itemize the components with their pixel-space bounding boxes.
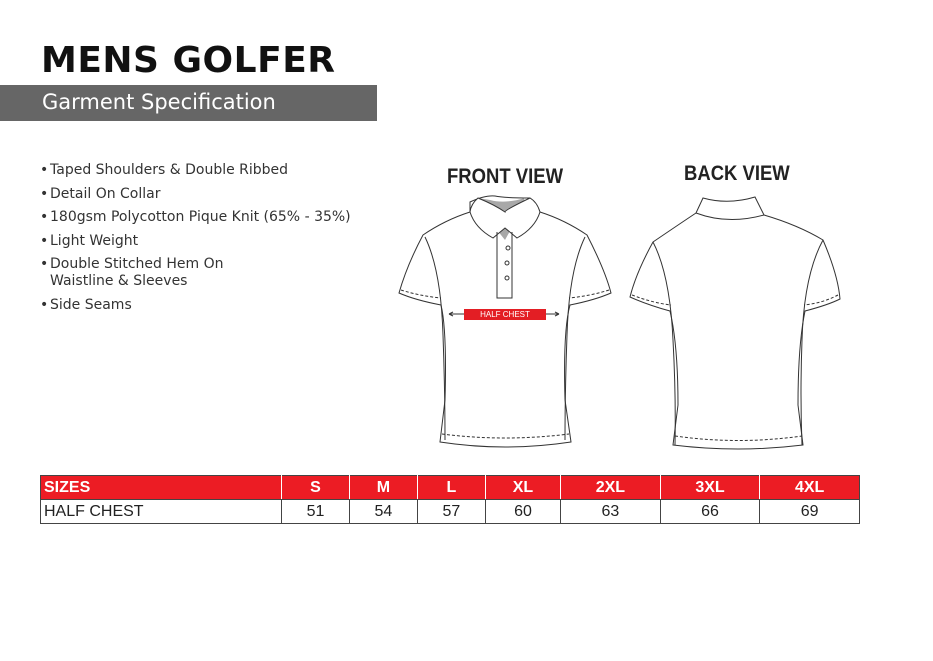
bullet: •	[40, 209, 49, 225]
half-chest-value-cell: 69	[759, 499, 860, 524]
feature-item: • Taped Shoulders & Double Ribbed	[40, 162, 351, 179]
size-header-cell: L	[416, 475, 486, 500]
page-title: MENS GOLFER	[41, 40, 336, 81]
feature-item: • Light Weight	[40, 233, 351, 250]
feature-list: • Taped Shoulders & Double Ribbed • Detail …	[40, 162, 351, 320]
half-chest-row: HALF CHEST 51 54 57 60 63 66 69	[40, 499, 860, 524]
size-header-row: SIZES S M L XL 2XL 3XL 4XL	[40, 475, 860, 500]
size-header-cell: S	[281, 475, 350, 500]
feature-item: • Double Stitched Hem On Waistline & Slee…	[40, 256, 351, 290]
back-shirt-illustration	[629, 196, 841, 450]
feature-text: Double Stitched Hem On Waistline & Sleev…	[50, 256, 224, 289]
front-view-label: FRONT VIEW	[447, 165, 564, 188]
half-chest-value-cell: 60	[484, 499, 562, 524]
subtitle-bar	[0, 85, 377, 121]
sizes-header-cell: SIZES	[40, 475, 282, 500]
half-chest-value-cell: 63	[560, 499, 661, 524]
back-view-label: BACK VIEW	[684, 162, 790, 185]
front-shirt-illustration	[398, 195, 612, 448]
page-subtitle: Garment Specification	[42, 90, 276, 114]
size-chart-table: SIZES S M L XL 2XL 3XL 4XL HALF CHEST 51 54 57 60…	[40, 475, 860, 524]
half-chest-value-cell: 57	[416, 499, 486, 524]
half-chest-value-cell: 51	[281, 499, 350, 524]
feature-text: Light Weight	[50, 232, 139, 249]
bullet: •	[40, 232, 49, 249]
bullet: •	[40, 162, 49, 178]
feature-item: • Side Seams	[40, 297, 351, 314]
bullet: •	[40, 185, 49, 202]
half-chest-value-cell: 66	[659, 499, 761, 524]
feature-text: 180gsm Polycotton Pique Knit (65% - 35%)	[50, 209, 351, 225]
size-header-cell: 2XL	[560, 475, 661, 500]
size-header-cell: M	[348, 475, 418, 500]
size-header-cell: 3XL	[659, 475, 761, 500]
size-header-cell: XL	[484, 475, 562, 500]
feature-text: Detail On Collar	[50, 185, 161, 202]
half-chest-label-cell: HALF CHEST	[40, 499, 282, 524]
half-chest-value-cell: 54	[348, 499, 418, 524]
half-chest-measure-label: HALF CHEST	[464, 309, 546, 320]
feature-text: Taped Shoulders & Double Ribbed	[50, 162, 289, 178]
feature-item: • Detail On Collar	[40, 186, 351, 203]
feature-text: Side Seams	[50, 296, 132, 313]
bullet: •	[40, 296, 49, 313]
bullet: •	[40, 256, 49, 272]
feature-item: • 180gsm Polycotton Pique Knit (65% - 35%…	[40, 209, 351, 226]
size-header-cell: 4XL	[759, 475, 860, 500]
